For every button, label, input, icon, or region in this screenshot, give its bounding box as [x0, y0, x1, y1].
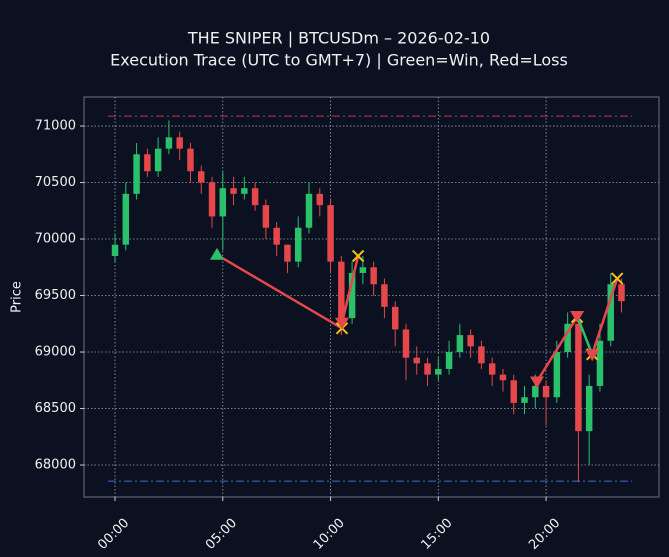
- candle-body: [230, 188, 237, 194]
- candle-body: [521, 397, 528, 403]
- candle-body: [316, 193, 324, 206]
- candle-body: [435, 368, 442, 375]
- candle-body: [294, 227, 302, 262]
- entry-marker: [209, 247, 224, 260]
- candle-body: [618, 284, 625, 302]
- candle-body: [111, 244, 119, 256]
- candle-body: [284, 244, 291, 262]
- candle-body: [305, 193, 313, 228]
- candle-body: [532, 385, 539, 398]
- chart-title: THE SNIPER | BTCUSDm – 2026-02-10: [187, 29, 490, 48]
- y-tick-label: 68500: [35, 401, 76, 416]
- candle-body: [219, 188, 227, 217]
- y-tick-label: 71000: [35, 119, 76, 134]
- candle-body: [585, 385, 593, 432]
- trade-path: [340, 255, 360, 323]
- candle-body: [553, 352, 561, 398]
- candle-body: [359, 267, 367, 273]
- trade-path: [535, 316, 579, 383]
- y-tick-label: 70000: [35, 232, 76, 247]
- candle-body: [198, 171, 205, 183]
- y-tick-label: 69000: [35, 345, 76, 360]
- candle-body: [154, 148, 162, 172]
- candle-body: [607, 284, 614, 341]
- candle-body: [564, 323, 571, 353]
- candle-body: [510, 380, 517, 403]
- candle-body: [176, 137, 183, 149]
- candle-body: [391, 306, 399, 330]
- candle-body: [338, 261, 345, 319]
- candle-body: [575, 323, 582, 432]
- candle-body: [144, 154, 151, 172]
- candle-body: [133, 154, 140, 194]
- candle-body: [478, 346, 485, 364]
- trade-path: [216, 253, 343, 330]
- candle-body: [499, 374, 507, 381]
- candle-body: [327, 205, 334, 262]
- candle-body: [467, 335, 474, 347]
- candle-body: [402, 329, 410, 358]
- y-tick-label: 68000: [35, 458, 76, 473]
- candle-body: [122, 193, 130, 245]
- candle-body: [456, 335, 464, 353]
- candle-body: [381, 284, 388, 307]
- candle-body: [413, 357, 420, 364]
- candle-body: [596, 340, 604, 386]
- trade-path: [575, 315, 594, 355]
- candle-body: [370, 267, 377, 285]
- candle-body: [424, 363, 431, 375]
- candle-body: [542, 385, 550, 398]
- candle-body: [251, 188, 259, 206]
- candle-body: [445, 352, 453, 369]
- entry-marker: [530, 376, 545, 389]
- chart-subtitle: Execution Trace (UTC to GMT+7) | Green=W…: [110, 51, 568, 70]
- exit-marker: [351, 249, 365, 263]
- y-tick-label: 70500: [35, 175, 76, 190]
- candle-body: [273, 227, 280, 245]
- candle-body: [208, 182, 216, 217]
- trade-path: [591, 278, 619, 355]
- candle-body: [187, 148, 194, 172]
- candle-body: [262, 205, 270, 228]
- exit-marker: [610, 272, 624, 285]
- candle-body: [165, 137, 173, 149]
- plot-frame: [83, 96, 660, 498]
- candle-body: [488, 363, 496, 375]
- y-axis-label: Price: [10, 281, 25, 313]
- entry-marker: [585, 349, 600, 362]
- candle-body: [241, 188, 248, 194]
- entry-marker: [570, 310, 585, 323]
- y-tick-label: 69500: [35, 288, 76, 303]
- candle-body: [348, 272, 356, 319]
- entry-marker: [334, 317, 349, 330]
